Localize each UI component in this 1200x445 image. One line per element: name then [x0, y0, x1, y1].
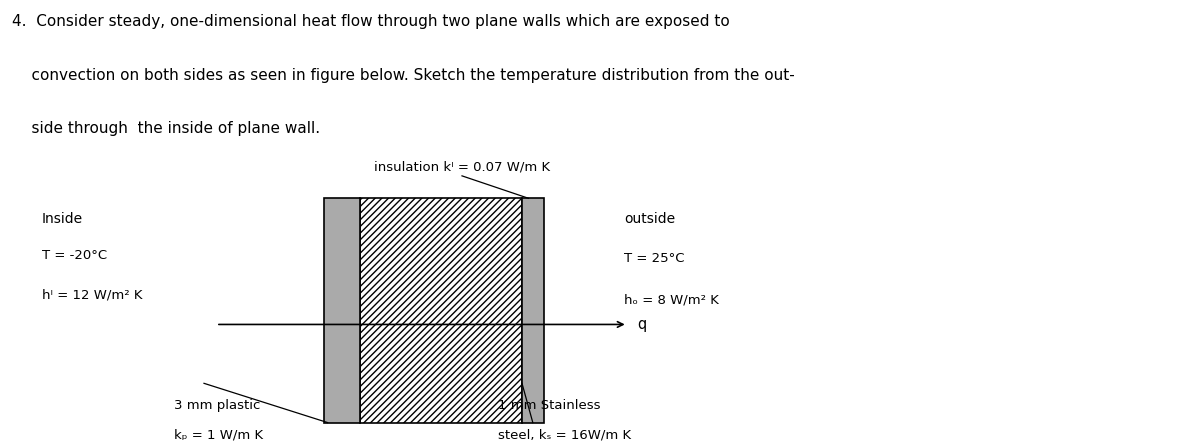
Bar: [522, 198, 544, 423]
Text: steel, kₛ = 16W/m K: steel, kₛ = 16W/m K: [498, 428, 631, 441]
Text: insulation kᴵ = 0.07 W/m K: insulation kᴵ = 0.07 W/m K: [374, 160, 550, 173]
Bar: [360, 198, 522, 423]
Text: 1 mm Stainless: 1 mm Stainless: [498, 399, 600, 412]
Text: hᴵ = 12 W/m² K: hᴵ = 12 W/m² K: [42, 288, 143, 301]
Bar: [324, 198, 360, 423]
Text: T = -20°C: T = -20°C: [42, 249, 107, 262]
Text: q: q: [637, 317, 647, 332]
Text: kₚ = 1 W/m K: kₚ = 1 W/m K: [174, 428, 263, 441]
Text: 4.  Consider steady, one-dimensional heat flow through two plane walls which are: 4. Consider steady, one-dimensional heat…: [12, 14, 730, 29]
Text: 3 mm plastic: 3 mm plastic: [174, 399, 260, 412]
Text: Inside: Inside: [42, 212, 83, 227]
Text: hₒ = 8 W/m² K: hₒ = 8 W/m² K: [624, 294, 719, 307]
Text: outside: outside: [624, 212, 676, 227]
Text: convection on both sides as seen in figure below. Sketch the temperature distrib: convection on both sides as seen in figu…: [12, 68, 794, 83]
Text: side through  the inside of plane wall.: side through the inside of plane wall.: [12, 121, 320, 136]
Text: T = 25°C: T = 25°C: [624, 251, 684, 265]
